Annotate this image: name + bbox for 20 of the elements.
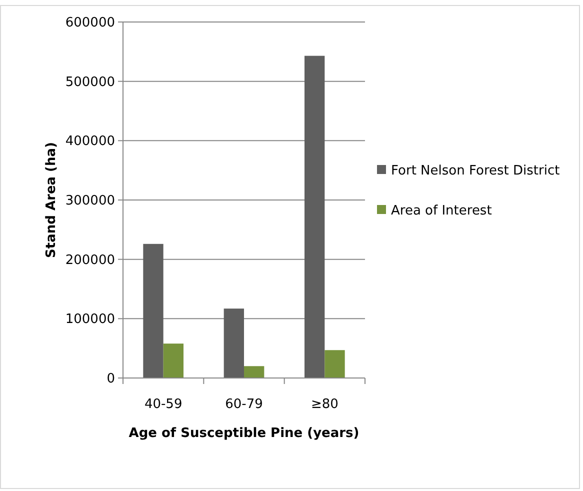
y-tick-label: 200000 <box>65 252 115 268</box>
bar <box>244 366 264 378</box>
bar <box>324 350 345 378</box>
bar <box>224 308 244 378</box>
y-tick-label: 600000 <box>65 16 115 31</box>
y-tick-label: 0 <box>106 372 115 387</box>
x-tick-label: ≥80 <box>310 397 338 412</box>
x-axis-title: Age of Susceptible Pine (years) <box>128 426 360 441</box>
y-tick-label: 100000 <box>65 312 115 328</box>
x-tick-label: 60-79 <box>225 397 263 412</box>
bar <box>143 244 164 378</box>
legend-label: Area of Interest <box>391 204 492 219</box>
legend-label: Fort Nelson Forest District <box>391 164 560 179</box>
bar <box>304 56 325 378</box>
bar <box>163 344 184 378</box>
y-tick-label: 300000 <box>65 194 115 209</box>
y-tick-label: 500000 <box>65 74 115 90</box>
y-axis-title: Stand Area (ha) <box>44 142 59 258</box>
y-tick-label: 400000 <box>65 134 115 150</box>
x-tick-label: 40-59 <box>144 397 182 412</box>
